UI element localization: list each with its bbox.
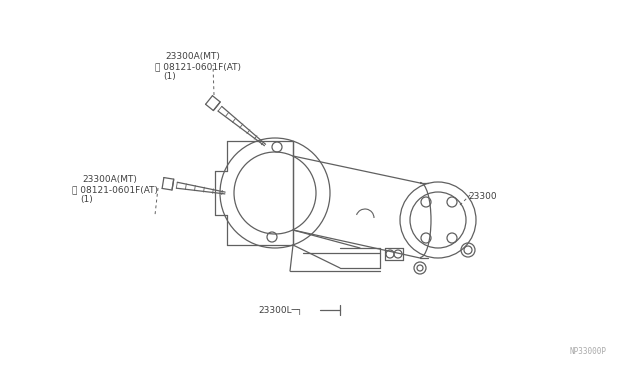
Text: Ⓑ 08121-0601F(AT): Ⓑ 08121-0601F(AT) [72, 185, 158, 194]
Text: 23300A(MT): 23300A(MT) [165, 52, 220, 61]
Text: 23300L─┐: 23300L─┐ [258, 305, 302, 314]
Text: (1): (1) [163, 72, 176, 81]
Text: 23300: 23300 [468, 192, 497, 201]
Text: 23300A(MT): 23300A(MT) [82, 175, 137, 184]
Text: Ⓑ 08121-0601F(AT): Ⓑ 08121-0601F(AT) [155, 62, 241, 71]
Text: (1): (1) [80, 195, 93, 204]
Text: NP33000P: NP33000P [570, 347, 607, 356]
